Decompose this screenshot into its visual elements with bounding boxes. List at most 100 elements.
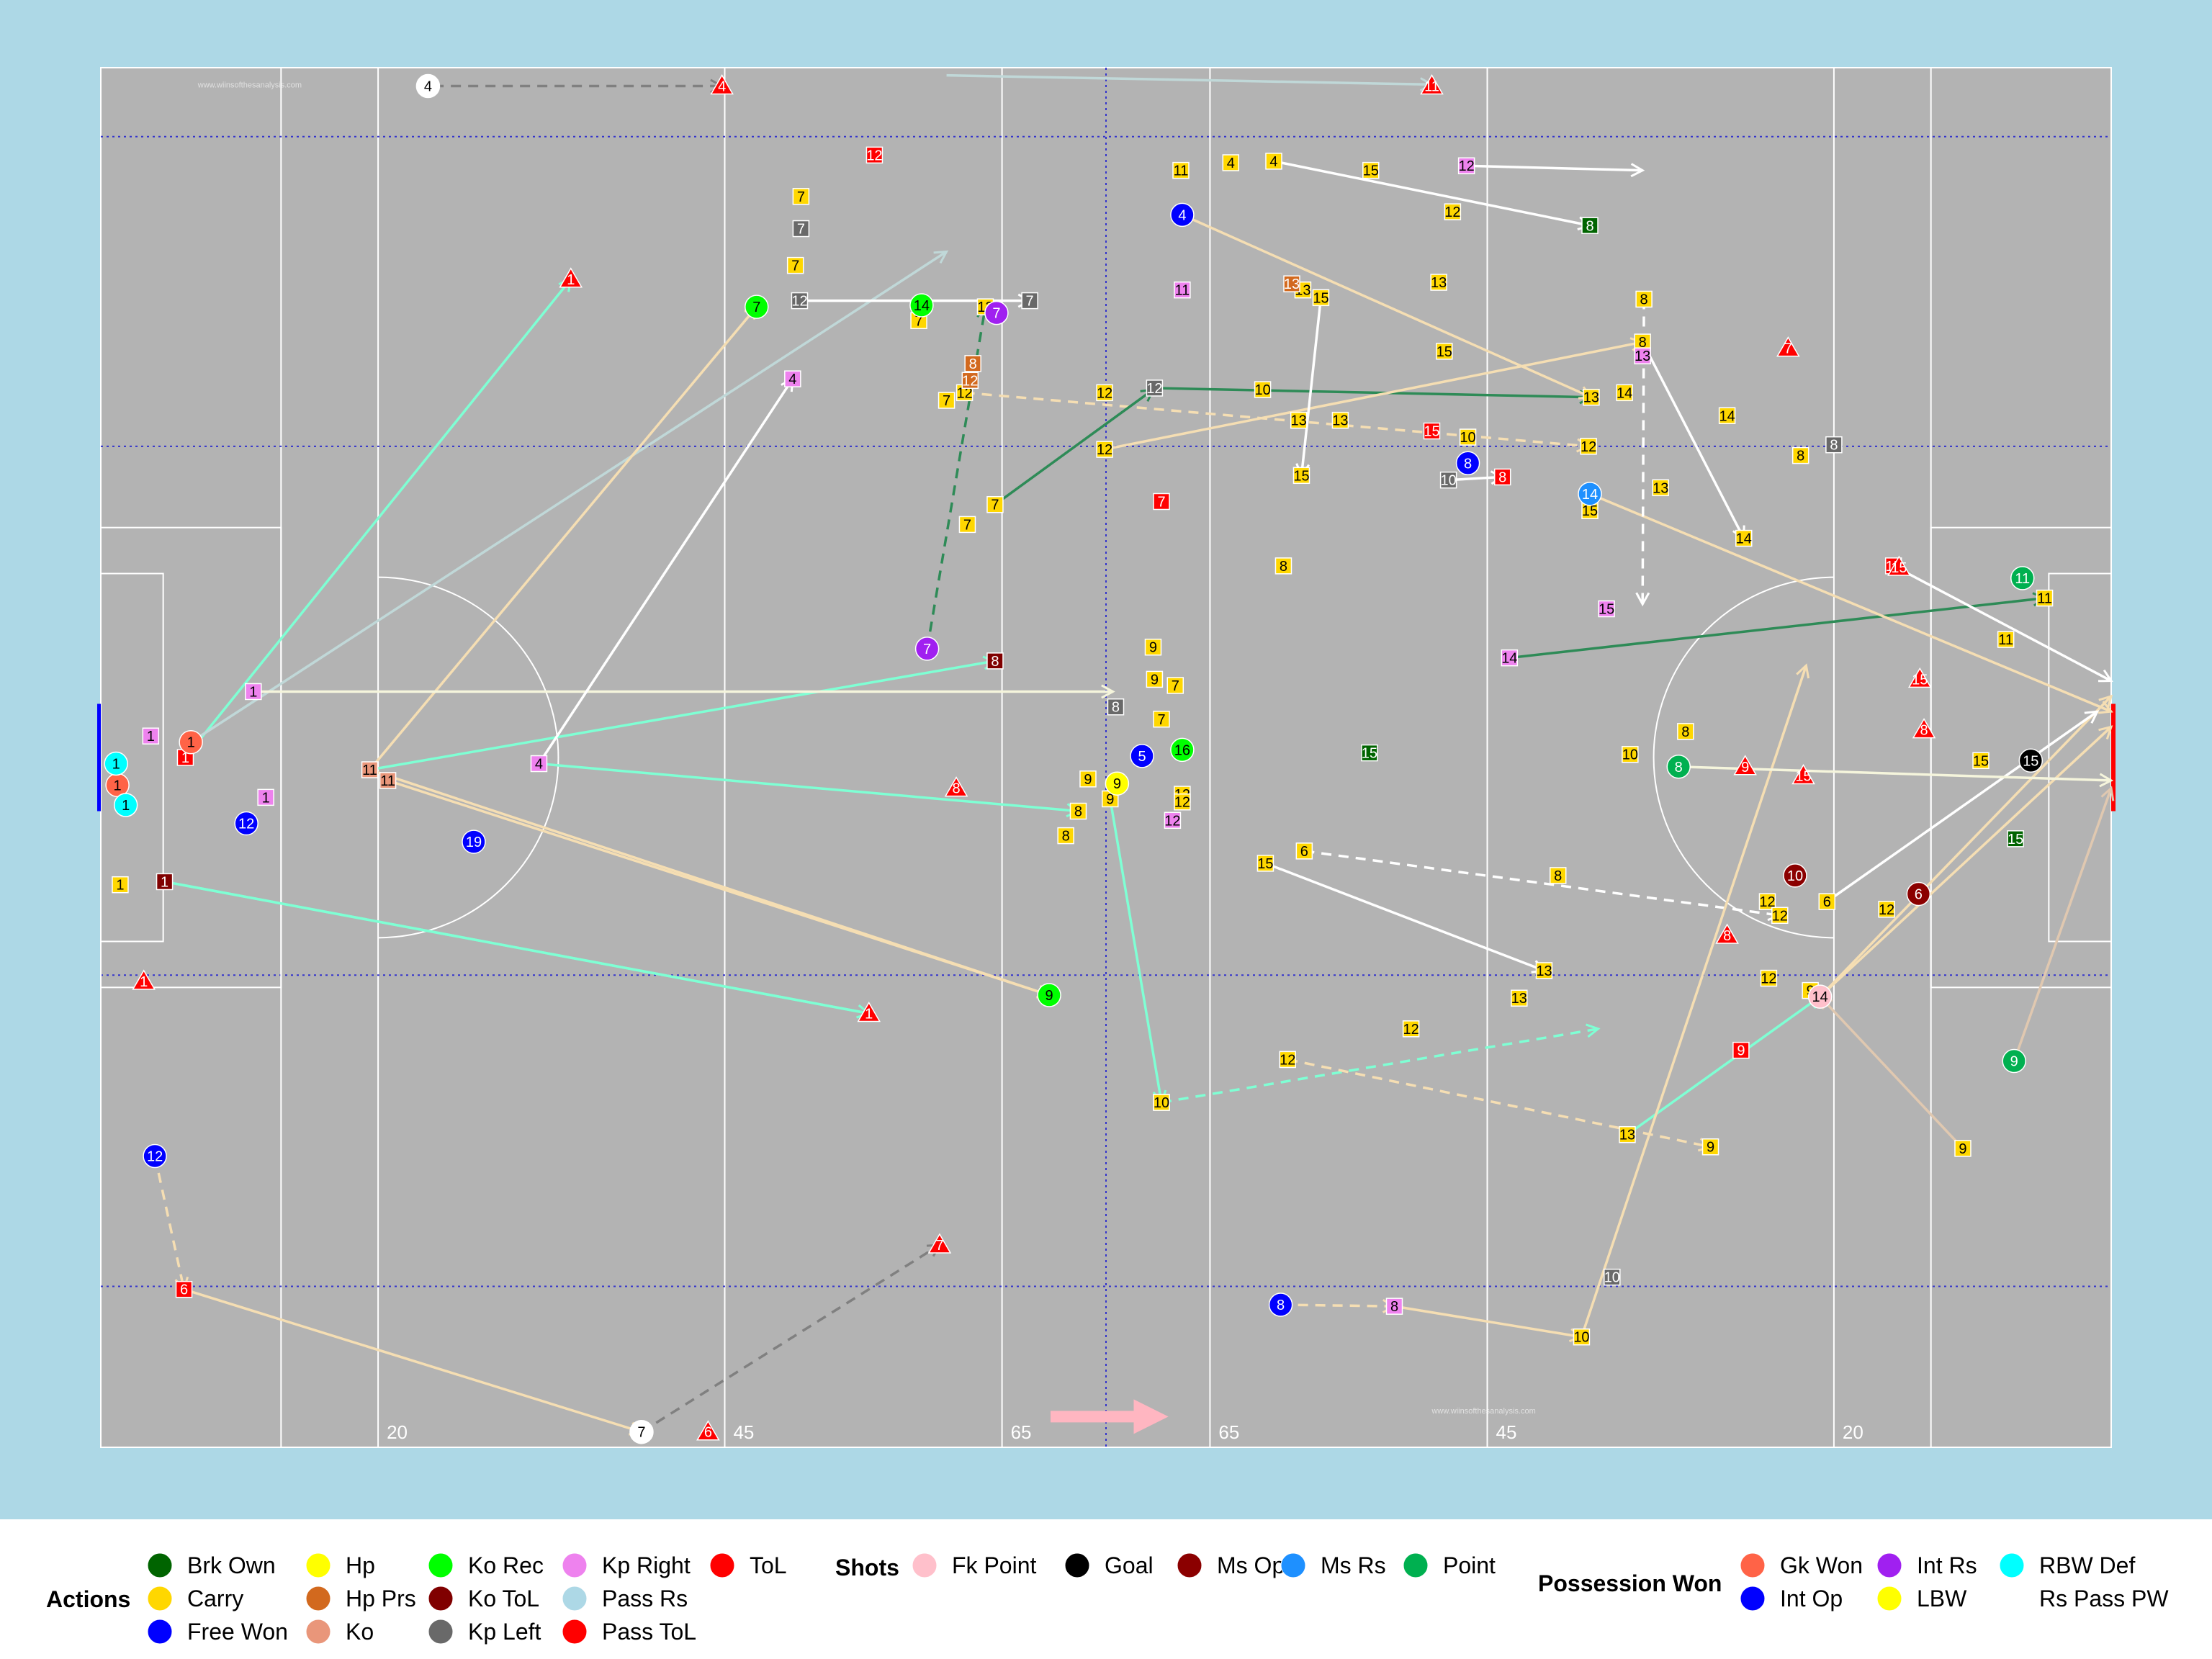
action-line xyxy=(1819,695,2113,998)
carry-point xyxy=(786,256,804,274)
pass-tol-point-label: 12 xyxy=(866,148,882,163)
action-line xyxy=(925,306,987,649)
tol-point-label: 8 xyxy=(1920,723,1928,739)
legend-marker xyxy=(147,1586,173,1611)
legend-entry-label: ToL xyxy=(750,1552,787,1578)
hp-prs-point xyxy=(961,372,979,390)
pass-tol-point xyxy=(866,146,884,164)
kp-left-point xyxy=(792,220,810,238)
kp-right-point-label: 4 xyxy=(788,372,796,387)
watermark: www.wiinsofthesanalysis.com xyxy=(1431,1407,1535,1416)
kp-right-point-label: 11 xyxy=(1175,283,1190,299)
carry-point-label: 8 xyxy=(1074,804,1082,820)
carry-point xyxy=(1652,479,1669,497)
point-point xyxy=(2002,1048,2026,1074)
carry-point xyxy=(1635,290,1653,308)
legend-group-title: Actions xyxy=(46,1586,130,1612)
brk-own-point xyxy=(2007,830,2024,848)
tol-point-label: 11 xyxy=(1424,79,1439,95)
legend-entry-label: Ko ToL xyxy=(468,1586,539,1611)
carry-point xyxy=(1758,893,1776,910)
action-line xyxy=(1589,493,2112,713)
carry-point-label: 12 xyxy=(1097,385,1112,401)
carry-point-label: 10 xyxy=(1573,1330,1589,1346)
hp-prs-point xyxy=(964,355,981,372)
legend-marker xyxy=(1740,1586,1766,1611)
arc-right xyxy=(1653,576,1834,939)
kp-left-point xyxy=(1439,471,1457,489)
carry-point xyxy=(1172,161,1190,179)
carry-point-label: 12 xyxy=(1879,902,1894,918)
carry-point xyxy=(1997,631,2015,648)
carry-point-label: 12 xyxy=(1581,439,1596,455)
carry-point xyxy=(1222,154,1240,171)
ko-rec-point xyxy=(909,293,934,318)
kp-right-point xyxy=(1174,281,1191,299)
action-line xyxy=(1300,297,1323,476)
carry-point xyxy=(1166,677,1184,694)
action-arrowhead xyxy=(1101,684,1115,699)
carry-point-label: 13 xyxy=(1291,413,1307,429)
ms-op-point xyxy=(1783,863,1807,888)
ko-rec-point-label: 16 xyxy=(1174,742,1190,758)
action-line xyxy=(1826,710,2098,903)
legend-marker xyxy=(147,1619,173,1645)
tol-point xyxy=(1776,336,1800,357)
carry-point-label: 4 xyxy=(1227,156,1235,171)
carry-point xyxy=(1444,203,1462,220)
kp-right-point xyxy=(142,727,160,745)
action-line xyxy=(641,1244,940,1434)
carry-point-label: 10 xyxy=(1622,747,1638,763)
legend-background xyxy=(0,1519,2212,1659)
hp-prs-point-label: 8 xyxy=(969,356,977,372)
carry-point xyxy=(1057,827,1074,845)
ko-tol-point xyxy=(986,652,1004,670)
legend-marker xyxy=(1064,1552,1090,1578)
int-op-point xyxy=(1170,202,1195,228)
legend-entry-label: Kp Right xyxy=(602,1552,691,1578)
ko-tol-point xyxy=(156,873,174,891)
action-line xyxy=(184,278,572,759)
brk-own-point-label: 8 xyxy=(1586,218,1593,234)
ko-rec-point-label: 9 xyxy=(1045,988,1053,1004)
action-arrowhead xyxy=(1635,592,1650,607)
pass-tol-point-label: 8 xyxy=(1498,469,1506,485)
tol-point xyxy=(132,969,156,990)
hp-prs-point-label: 13 xyxy=(1284,276,1300,292)
legend-marker xyxy=(305,1619,331,1645)
kp-right-point xyxy=(1164,811,1182,830)
action-line xyxy=(1892,565,2112,683)
legend-marker xyxy=(428,1619,454,1645)
carry-point xyxy=(1701,1138,1719,1156)
tol-point-label: 1 xyxy=(567,272,575,288)
action-arrowhead xyxy=(1586,1023,1601,1038)
carry-point xyxy=(1265,153,1282,170)
kp-left-point-label: 12 xyxy=(1146,381,1162,397)
carry-point-label: 14 xyxy=(1617,385,1632,401)
kp-left-point xyxy=(1825,436,1843,454)
tol-point xyxy=(857,1002,881,1022)
goal-right xyxy=(2111,703,2116,811)
carry-point-label: 14 xyxy=(1736,531,1752,547)
point-point xyxy=(2010,566,2035,590)
action-line xyxy=(1394,1305,1582,1339)
kp-right-point xyxy=(1501,649,1519,667)
carry-point-label: 13 xyxy=(1583,390,1599,406)
pitch-line-label: 45 xyxy=(733,1421,754,1443)
legend-marker xyxy=(1999,1552,2025,1578)
brk-own-point-label: 15 xyxy=(1362,746,1377,762)
legend-marker xyxy=(1876,1586,1902,1611)
rbw-def-point xyxy=(113,793,138,817)
brk-own-point-label: 15 xyxy=(2008,832,2023,848)
carry-point-label: 7 xyxy=(797,189,805,205)
tol-point xyxy=(1733,755,1757,775)
int-op-point xyxy=(1455,451,1480,476)
action-line xyxy=(190,250,948,744)
point-point-label: 11 xyxy=(2015,571,2030,587)
pass-tol-point xyxy=(1732,1041,1750,1059)
carry-point-label: 15 xyxy=(1257,856,1273,872)
action-line xyxy=(538,378,794,765)
int-op-point-label: 8 xyxy=(1464,456,1472,472)
pitch: 20 45 65 65 45 20www.wiinsofthesanalysis.comw… xyxy=(97,67,2116,1448)
legend-marker xyxy=(562,1619,588,1645)
